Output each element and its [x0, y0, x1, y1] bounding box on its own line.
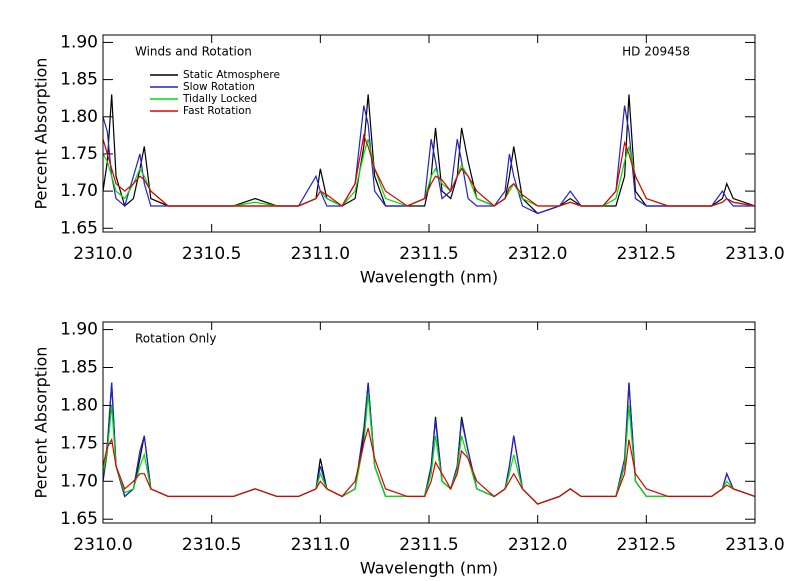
- x-tick-label: 2311.0: [291, 244, 350, 264]
- x-tick-label: 2313.0: [725, 244, 784, 264]
- x-tick-label: 2312.0: [508, 535, 567, 555]
- annotation: HD 209458: [622, 45, 690, 59]
- legend-label: Tidally Locked: [182, 93, 257, 105]
- series-line: [103, 105, 755, 215]
- annotation: Rotation Only: [135, 332, 217, 346]
- y-tick-label: 1.75: [60, 144, 98, 164]
- series-line: [103, 428, 755, 505]
- series-line: [103, 133, 755, 207]
- y-tick-label: 1.85: [60, 70, 98, 90]
- legend-label: Static Atmosphere: [183, 69, 280, 81]
- y-tick-label: 1.65: [60, 218, 98, 238]
- y-tick-label: 1.65: [60, 509, 98, 529]
- y-tick-label: 1.85: [60, 358, 98, 378]
- x-axis-label: Wavelength (nm): [360, 268, 498, 287]
- x-tick-label: 2311.5: [399, 244, 458, 264]
- y-tick-label: 1.70: [60, 471, 98, 491]
- annotation: Winds and Rotation: [135, 45, 252, 59]
- x-tick-label: 2310.0: [73, 535, 132, 555]
- y-tick-label: 1.90: [60, 32, 98, 52]
- x-tick-label: 2313.0: [725, 535, 784, 555]
- y-axis-label: Percent Absorption: [32, 347, 51, 499]
- y-tick-label: 1.80: [60, 395, 98, 415]
- panel: 2310.0 2310.5 2311.0 2311.5 2312.0 2312.5 2313…: [32, 320, 785, 578]
- x-tick-label: 2312.5: [617, 244, 676, 264]
- panel: 2310.0 2310.5 2311.0 2311.5 2312.0 2312.5 2313…: [32, 32, 785, 286]
- y-tick-label: 1.70: [60, 181, 98, 201]
- plot-frame: [102, 321, 756, 524]
- x-tick-label: 2310.0: [73, 244, 132, 264]
- series-line: [103, 138, 755, 207]
- y-tick-label: 1.90: [60, 320, 98, 340]
- legend-label: Fast Rotation: [183, 105, 251, 117]
- y-tick-label: 1.75: [60, 433, 98, 453]
- plot-frame: [102, 34, 756, 233]
- x-tick-label: 2311.5: [399, 535, 458, 555]
- y-tick-label: 1.80: [60, 107, 98, 127]
- x-tick-label: 2310.5: [182, 535, 241, 555]
- legend-label: Slow Rotation: [183, 81, 255, 93]
- x-tick-label: 2312.5: [617, 535, 676, 555]
- x-tick-label: 2312.0: [508, 244, 567, 264]
- x-axis-label: Wavelength (nm): [360, 559, 498, 578]
- x-tick-label: 2311.0: [291, 535, 350, 555]
- y-axis-label: Percent Absorption: [32, 58, 51, 210]
- x-tick-label: 2310.5: [182, 244, 241, 264]
